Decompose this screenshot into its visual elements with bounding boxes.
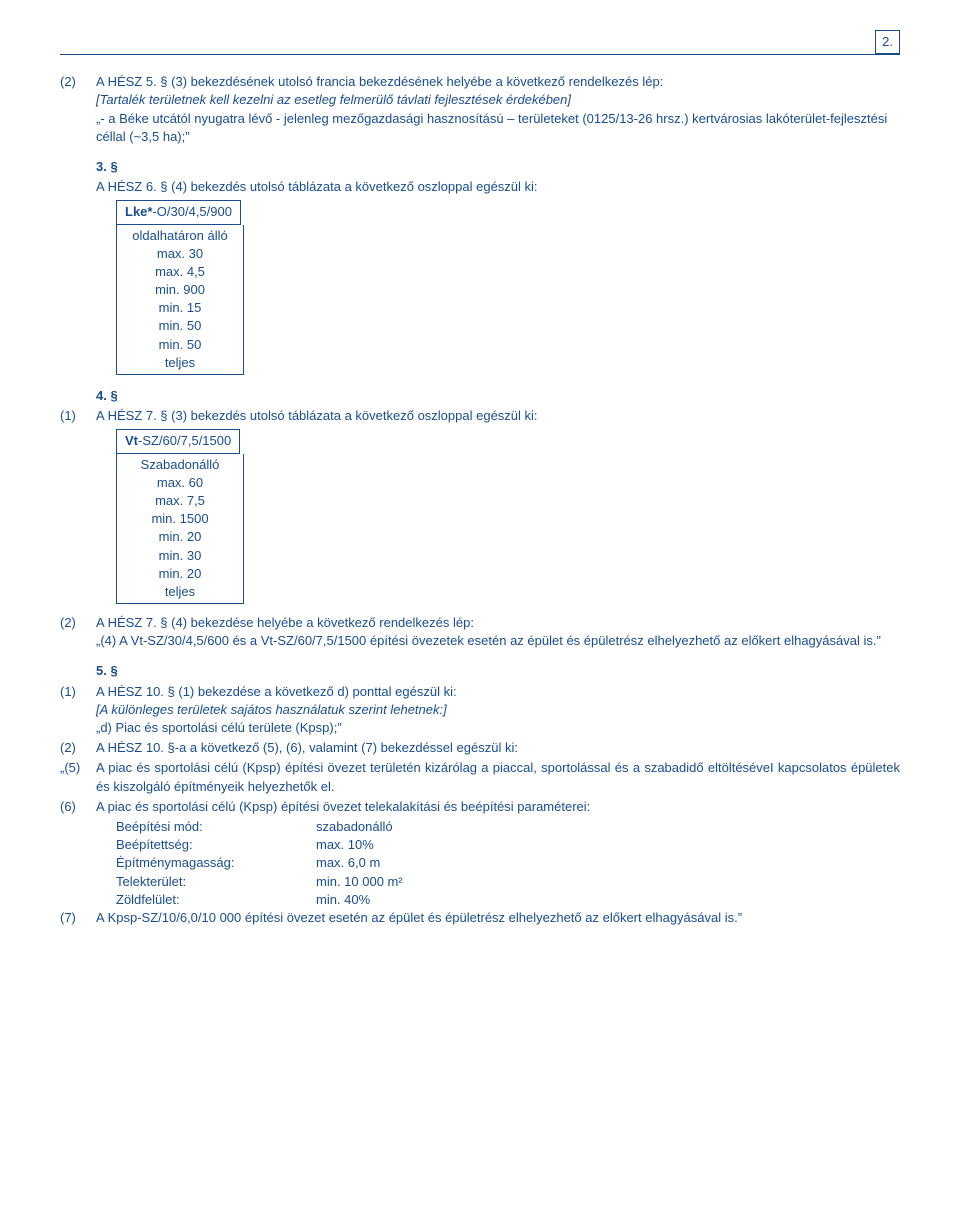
section-4-heading: 4. §	[96, 387, 900, 405]
param-value: szabadonálló	[316, 818, 900, 836]
para-4-1: (1) A HÉSZ 7. § (3) bekezdés utolsó tábl…	[60, 407, 900, 425]
text: A HÉSZ 7. § (3) bekezdés utolsó táblázat…	[96, 407, 900, 425]
param-row: Beépítettség: max. 10%	[116, 836, 900, 854]
italic-note: [A különleges területek sajátos használa…	[96, 702, 447, 717]
para-4-2: (2) A HÉSZ 7. § (4) bekezdése helyébe a …	[60, 614, 900, 650]
table-row: teljes	[125, 583, 235, 601]
page-number-box: 2.	[875, 30, 900, 54]
param-label: Zöldfelület:	[116, 891, 316, 909]
table-row: max. 60	[125, 474, 235, 492]
param-value: min. 40%	[316, 891, 900, 909]
page-number: 2.	[882, 34, 893, 49]
text: A HÉSZ 10. § (1) bekezdése a következő d…	[96, 684, 457, 699]
table-row: min. 15	[125, 299, 235, 317]
table-row: teljes	[125, 354, 235, 372]
table-header: Vt-SZ/60/7,5/1500	[116, 429, 240, 453]
table-row: Szabadonálló	[125, 456, 235, 474]
para-5-7: (7) A Kpsp-SZ/10/6,0/10 000 építési övez…	[60, 909, 900, 927]
text: A HÉSZ 10. §-a a következő (5), (6), val…	[96, 739, 900, 757]
para-2: (2) A HÉSZ 5. § (3) bekezdésének utolsó …	[60, 73, 900, 146]
hdr-bold: Vt	[125, 433, 138, 448]
text: „- a Béke utcától nyugatra lévő - jelenl…	[96, 111, 887, 144]
marker: (7)	[60, 909, 96, 927]
para-5-5: „(5) A piac és sportolási célú (Kpsp) ép…	[60, 759, 900, 795]
table-row: max. 4,5	[125, 263, 235, 281]
text: „(4) A Vt-SZ/30/4,5/600 és a Vt-SZ/60/7,…	[96, 633, 881, 648]
param-value: max. 6,0 m	[316, 854, 900, 872]
table-row: min. 20	[125, 528, 235, 546]
param-row: Beépítési mód: szabadonálló	[116, 818, 900, 836]
table-row: min. 50	[125, 336, 235, 354]
table-header: Lke*-O/30/4,5/900	[116, 200, 241, 224]
hdr-rest: -O/30/4,5/900	[152, 204, 232, 219]
table-row: min. 900	[125, 281, 235, 299]
marker: „(5)	[60, 759, 96, 795]
para-5-2: (2) A HÉSZ 10. §-a a következő (5), (6),…	[60, 739, 900, 757]
para-5-6: (6) A piac és sportolási célú (Kpsp) épí…	[60, 798, 900, 816]
table-row: max. 7,5	[125, 492, 235, 510]
table-row: min. 1500	[125, 510, 235, 528]
table-lke: Lke*-O/30/4,5/900 oldalhatáron álló max.…	[116, 200, 900, 375]
section-3-heading: 3. §	[96, 158, 900, 176]
marker: (2)	[60, 73, 96, 146]
text: A Kpsp-SZ/10/6,0/10 000 építési övezet e…	[96, 909, 900, 927]
param-row: Építménymagasság: max. 6,0 m	[116, 854, 900, 872]
section-5-heading: 5. §	[96, 662, 900, 680]
text: A piac és sportolási célú (Kpsp) építési…	[96, 759, 900, 795]
text: A HÉSZ 7. § (4) bekezdése helyébe a köve…	[96, 615, 474, 630]
param-label: Beépítettség:	[116, 836, 316, 854]
marker: (2)	[60, 739, 96, 757]
table-body: Szabadonálló max. 60 max. 7,5 min. 1500 …	[116, 454, 244, 605]
table-row: min. 20	[125, 565, 235, 583]
hdr-bold: Lke*	[125, 204, 152, 219]
text: „d) Piac és sportolási célú területe (Kp…	[96, 720, 342, 735]
table-row: min. 30	[125, 547, 235, 565]
param-value: max. 10%	[316, 836, 900, 854]
text: A piac és sportolási célú (Kpsp) építési…	[96, 798, 900, 816]
top-rule	[60, 54, 900, 55]
italic-note: [Tartalék területnek kell kezelni az ese…	[96, 92, 571, 107]
table-row: min. 50	[125, 317, 235, 335]
text: A HÉSZ 5. § (3) bekezdésének utolsó fran…	[96, 74, 663, 89]
marker: (6)	[60, 798, 96, 816]
param-label: Építménymagasság:	[116, 854, 316, 872]
marker: (1)	[60, 407, 96, 425]
param-row: Telekterület: min. 10 000 m²	[116, 873, 900, 891]
param-value: min. 10 000 m²	[316, 873, 900, 891]
marker: (1)	[60, 683, 96, 738]
table-row: oldalhatáron álló	[125, 227, 235, 245]
table-body: oldalhatáron álló max. 30 max. 4,5 min. …	[116, 225, 244, 376]
param-label: Telekterület:	[116, 873, 316, 891]
para-5-1: (1) A HÉSZ 10. § (1) bekezdése a követke…	[60, 683, 900, 738]
section-3-lead: A HÉSZ 6. § (4) bekezdés utolsó táblázat…	[96, 178, 900, 196]
table-row: max. 30	[125, 245, 235, 263]
hdr-rest: -SZ/60/7,5/1500	[138, 433, 231, 448]
param-label: Beépítési mód:	[116, 818, 316, 836]
marker: (2)	[60, 614, 96, 650]
param-row: Zöldfelület: min. 40%	[116, 891, 900, 909]
table-vt: Vt-SZ/60/7,5/1500 Szabadonálló max. 60 m…	[116, 429, 900, 604]
